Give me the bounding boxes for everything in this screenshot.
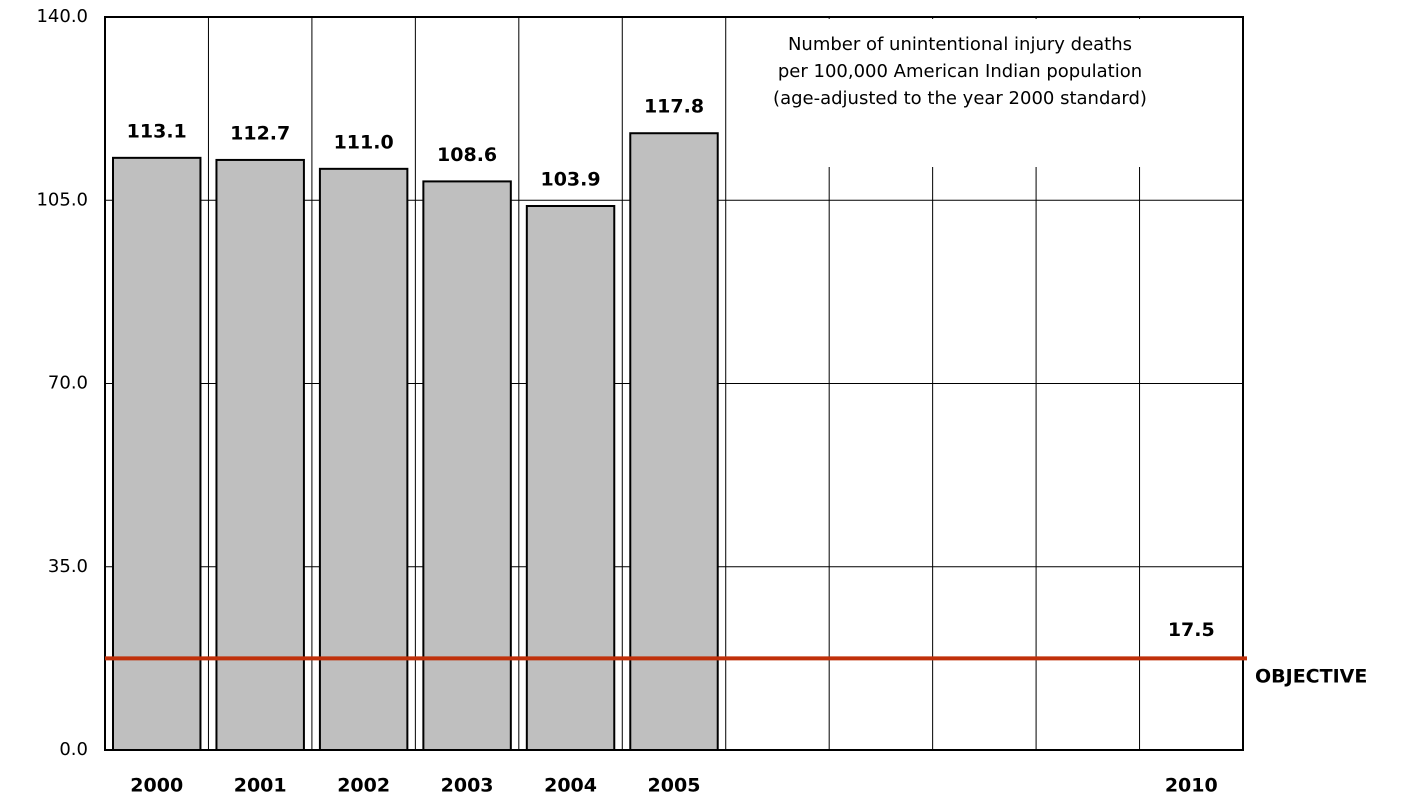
y-tick-label: 35.0 [48, 556, 88, 577]
value-label: 113.1 [127, 120, 187, 142]
value-label: 103.9 [540, 169, 600, 191]
y-tick-label: 70.0 [48, 373, 88, 394]
y-tick-label: 0.0 [59, 739, 88, 760]
x-tick-label: 2005 [648, 775, 701, 797]
y-tick-label: 105.0 [36, 189, 88, 210]
annotation: Number of unintentional injury deaths [788, 34, 1132, 55]
y-tick-label: 140.0 [36, 6, 88, 27]
plot-frame [104, 16, 1244, 751]
objective-label: OBJECTIVE [1255, 666, 1367, 688]
annotation: (age-adjusted to the year 2000 standard) [773, 88, 1147, 109]
value-label: 111.0 [334, 131, 394, 153]
objective-value-label: 17.5 [1168, 619, 1215, 641]
bar [318, 167, 409, 752]
bar [215, 158, 305, 751]
value-label: 108.6 [437, 144, 497, 166]
x-tick-label: 2000 [130, 775, 183, 797]
bar [525, 205, 616, 752]
annotation-backdrop [727, 19, 1241, 167]
value-label: 117.8 [644, 96, 704, 118]
x-tick-label: 2003 [441, 775, 494, 797]
x-tick-label: 2002 [337, 775, 390, 797]
annotation: per 100,000 American Indian population [778, 61, 1142, 82]
x-tick-label: 2001 [234, 775, 287, 797]
bar [629, 132, 719, 752]
x-tick-label: 2004 [544, 775, 597, 797]
x-tick-label: 2010 [1165, 775, 1218, 797]
value-label: 112.7 [230, 122, 290, 144]
bar [422, 180, 512, 751]
bar [112, 156, 202, 752]
